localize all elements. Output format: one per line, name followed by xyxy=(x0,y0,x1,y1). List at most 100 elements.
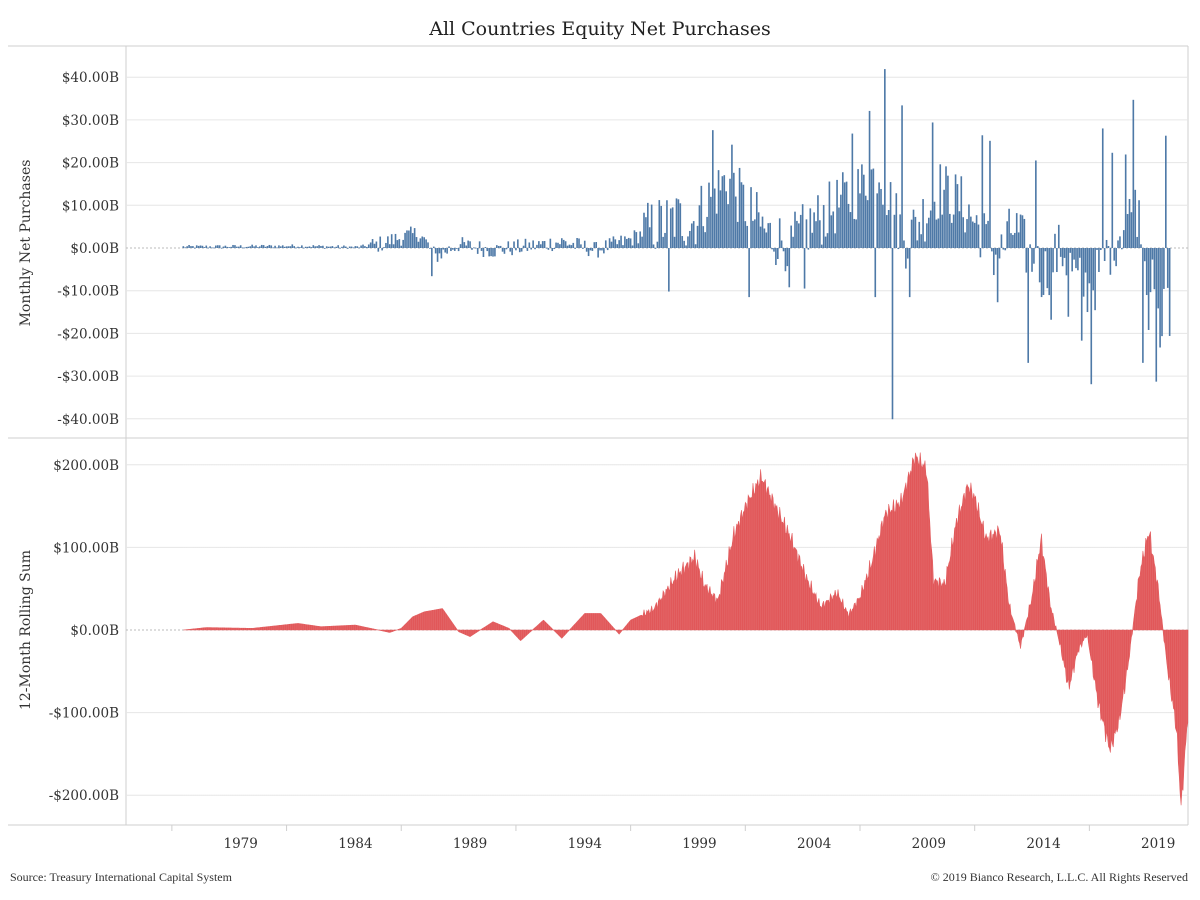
monthly-bar xyxy=(604,240,607,248)
monthly-bar xyxy=(295,247,297,249)
monthly-bar xyxy=(620,235,622,248)
monthly-bar xyxy=(1145,248,1148,296)
monthly-bar xyxy=(1094,248,1096,311)
monthly-bar xyxy=(840,194,842,248)
monthly-bar xyxy=(1069,248,1072,253)
monthly-bar xyxy=(637,243,640,248)
monthly-bar xyxy=(239,245,242,248)
monthly-bar xyxy=(205,245,208,248)
monthly-bar xyxy=(297,246,299,248)
monthly-bar xyxy=(677,199,680,248)
monthly-bar xyxy=(1155,248,1158,382)
monthly-bar xyxy=(1121,248,1123,250)
monthly-bar xyxy=(669,208,672,248)
monthly-bar xyxy=(970,216,972,248)
monthly-bar xyxy=(1044,248,1047,252)
monthly-bar xyxy=(712,130,714,248)
monthly-bar xyxy=(1035,160,1037,248)
monthly-bar xyxy=(308,246,311,248)
monthly-bar xyxy=(713,188,716,248)
monthly-bar xyxy=(1168,248,1171,336)
monthly-bar xyxy=(1073,248,1075,260)
monthly-bar xyxy=(396,240,399,248)
monthly-bar xyxy=(188,244,190,248)
monthly-bar xyxy=(725,191,727,248)
monthly-bar xyxy=(484,247,487,248)
monthly-bar xyxy=(1147,248,1150,330)
monthly-bar xyxy=(272,247,274,249)
monthly-bar xyxy=(836,179,838,248)
monthly-bar xyxy=(1075,248,1077,269)
monthly-bar xyxy=(1153,248,1156,290)
monthly-bar xyxy=(683,240,685,248)
monthly-bar xyxy=(1096,248,1098,250)
monthly-bar xyxy=(473,247,475,249)
monthly-bar xyxy=(264,246,267,248)
monthly-bar xyxy=(436,248,439,262)
gridlines xyxy=(126,76,1188,796)
monthly-bar xyxy=(784,248,787,272)
monthly-bar xyxy=(362,244,364,248)
monthly-bar xyxy=(1071,248,1073,272)
monthly-bar xyxy=(704,232,706,248)
monthly-bar xyxy=(536,244,538,248)
monthly-bar xyxy=(520,248,523,252)
monthly-bar xyxy=(408,230,410,248)
monthly-bar xyxy=(635,232,638,248)
monthly-bar xyxy=(643,212,645,248)
monthly-bar xyxy=(922,199,924,248)
monthly-bar xyxy=(323,248,326,249)
monthly-bar xyxy=(595,242,598,248)
monthly-bar xyxy=(1092,248,1094,291)
monthly-bar xyxy=(826,233,829,248)
monthly-bar xyxy=(690,223,693,248)
monthly-bar xyxy=(1115,248,1117,267)
rolling-sum-area-path xyxy=(183,452,1189,806)
x-tick-label: 2014 xyxy=(1026,836,1060,852)
monthly-bar xyxy=(333,247,336,249)
monthly-bar xyxy=(771,248,773,250)
monthly-bar xyxy=(618,240,620,248)
monthly-bar xyxy=(1015,213,1018,248)
rolling-sum-area xyxy=(183,448,1189,815)
monthly-bar xyxy=(920,234,922,248)
monthly-bar xyxy=(553,248,555,250)
monthly-bar xyxy=(901,105,903,248)
monthly-bar xyxy=(889,182,892,248)
monthly-bar xyxy=(612,236,615,248)
monthly-bar xyxy=(411,233,414,248)
monthly-bar xyxy=(971,221,974,248)
monthly-bar xyxy=(708,182,710,248)
monthly-bar xyxy=(507,241,510,248)
monthly-bar xyxy=(864,195,867,248)
monthly-bar xyxy=(431,248,433,277)
monthly-bar xyxy=(939,164,942,248)
monthly-bar xyxy=(444,248,447,253)
monthly-bar xyxy=(1017,232,1020,248)
monthly-bar xyxy=(358,247,360,249)
monthly-bar xyxy=(899,214,901,248)
monthly-bar xyxy=(350,246,353,248)
monthly-bar xyxy=(729,178,731,248)
monthly-bar xyxy=(1090,248,1093,385)
monthly-bar xyxy=(700,185,703,248)
monthly-bar xyxy=(1151,248,1154,260)
monthly-bar xyxy=(937,218,940,248)
monthly-bar xyxy=(952,214,955,248)
monthly-bar xyxy=(973,222,976,248)
monthly-bar xyxy=(1050,248,1052,320)
monthly-bar xyxy=(853,218,856,248)
monthly-bar xyxy=(681,236,684,248)
monthly-bar xyxy=(775,248,777,266)
monthly-bar xyxy=(257,247,259,248)
monthly-bar xyxy=(356,246,359,248)
monthly-bar xyxy=(211,247,213,249)
monthly-bar xyxy=(517,239,519,248)
monthly-bar xyxy=(822,205,825,248)
monthly-bar xyxy=(624,236,626,248)
monthly-bar xyxy=(639,231,641,248)
monthly-bar xyxy=(723,175,726,248)
monthly-bar xyxy=(566,245,569,248)
bottom-y-axis-title: 12-Month Rolling Sum xyxy=(18,550,34,710)
monthly-bar xyxy=(928,217,930,248)
